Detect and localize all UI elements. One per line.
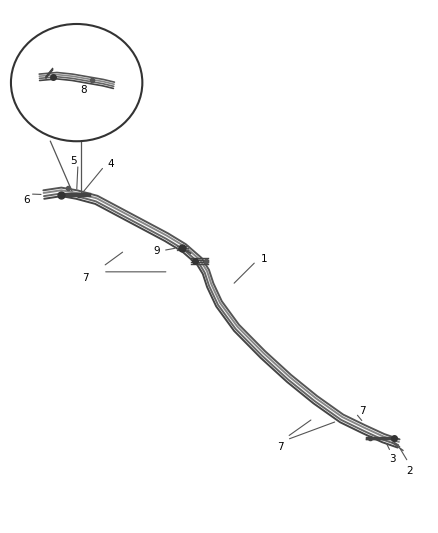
Text: 6: 6 (23, 195, 30, 205)
Text: 5: 5 (70, 156, 77, 166)
Text: 7: 7 (359, 407, 366, 416)
Text: 3: 3 (389, 454, 396, 464)
Text: 4: 4 (107, 159, 114, 169)
Text: 8: 8 (80, 85, 87, 94)
Text: 9: 9 (153, 246, 160, 255)
Text: 1: 1 (261, 254, 267, 263)
Text: 7: 7 (277, 442, 284, 453)
Text: 2: 2 (406, 466, 413, 477)
Text: 7: 7 (82, 273, 89, 283)
